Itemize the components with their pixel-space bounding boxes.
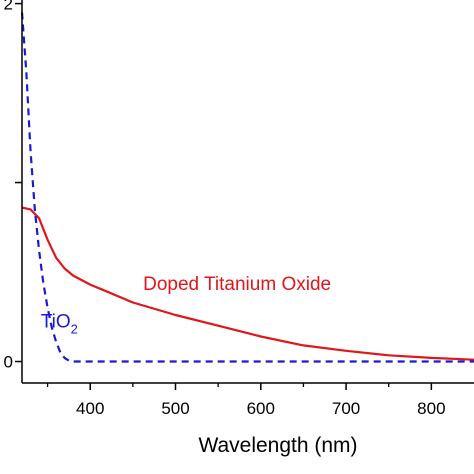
x-tick-label-500: 500 — [161, 399, 189, 418]
labels-layer: 400 500 600 700 800 2 0 Wavelength (nm) Doped Ti… — [4, 0, 446, 457]
x-tick-label-800: 800 — [417, 399, 445, 418]
series-label-tio2: TiO2 — [41, 312, 78, 337]
x-tick-label-600: 600 — [247, 399, 275, 418]
x-tick-label-700: 700 — [332, 399, 360, 418]
x-tick-label-400: 400 — [76, 399, 104, 418]
series-line-1 — [20, 12, 474, 363]
series-layer — [20, 12, 474, 363]
series-label-doped: Doped Titanium Oxide — [143, 274, 331, 295]
axes-layer — [15, 0, 474, 390]
series-line-0 — [21, 206, 474, 361]
x-axis-title: Wavelength (nm) — [198, 434, 357, 457]
y-tick-label-0: 0 — [4, 353, 13, 372]
y-tick-label-2: 2 — [4, 0, 13, 14]
